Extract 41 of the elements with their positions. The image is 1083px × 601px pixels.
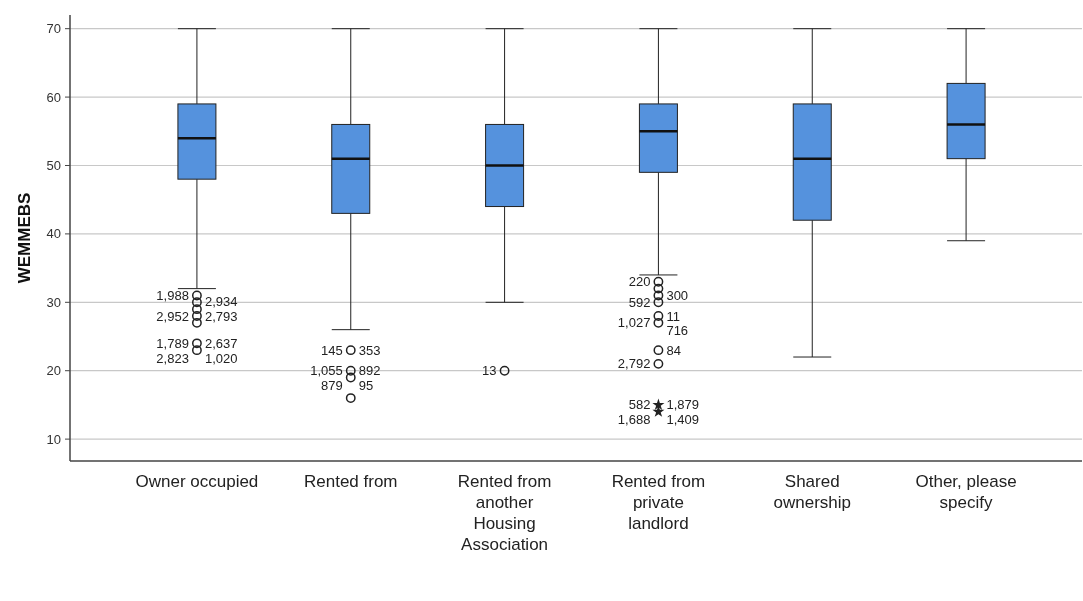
annotation: 300 <box>666 288 689 304</box>
y-tick-label: 20 <box>46 363 61 379</box>
annotation: 2,934 <box>204 293 238 309</box>
x-tick-label: Rented from another Housing Association <box>457 472 552 554</box>
annotation: 2,952 <box>156 308 189 324</box>
y-tick-label: 40 <box>46 226 61 242</box>
annotation: 145 <box>321 342 343 358</box>
annotation: 2,823 <box>156 350 189 366</box>
annotation: 2,637 <box>204 335 238 351</box>
y-tick-label: 30 <box>46 294 61 310</box>
annotation: 592 <box>628 294 651 310</box>
annotation: 1,688 <box>617 412 651 428</box>
annotation: 582 <box>628 397 651 413</box>
y-tick-label: 60 <box>46 89 61 105</box>
y-tick-label: 50 <box>46 158 61 174</box>
annotation: 95 <box>358 378 374 394</box>
y-tick-label: 70 <box>46 21 61 37</box>
annotation: 892 <box>358 363 381 379</box>
annotation: 1,027 <box>617 315 651 331</box>
annotation: 353 <box>358 342 381 358</box>
annotation: 11 <box>666 308 680 324</box>
annotation: 84 <box>666 342 681 358</box>
annotation: 1,789 <box>156 335 189 351</box>
annotation: 1,020 <box>204 350 238 366</box>
x-tick-label: Owner occupied <box>135 472 259 491</box>
annotation: 220 <box>628 274 651 290</box>
annotation: 2,792 <box>617 356 651 372</box>
annotation: 1,879 <box>666 397 699 413</box>
x-tick-label: Rented from <box>303 472 398 491</box>
annotation: 879 <box>321 378 343 394</box>
annotation: 1,409 <box>666 412 699 428</box>
y-axis-title: WEMMEBS <box>15 192 34 284</box>
x-tick-label: Rented from private landlord <box>611 472 706 533</box>
x-tick-label: Shared ownership <box>773 472 851 512</box>
x-tick-label: Other, please specify <box>915 472 1017 512</box>
y-tick-label: 10 <box>46 431 61 447</box>
annotation: 2,793 <box>204 308 238 324</box>
annotation: 716 <box>666 323 689 339</box>
annotation: 1,988 <box>156 288 189 304</box>
annotation: 13 <box>482 363 497 379</box>
annotation: 1,055 <box>310 363 343 379</box>
